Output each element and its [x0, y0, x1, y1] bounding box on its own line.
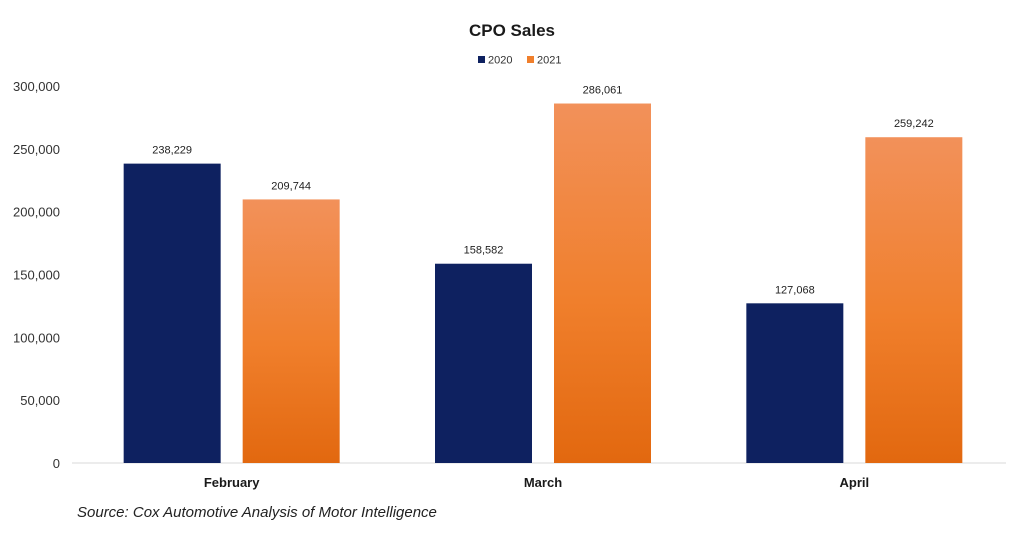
y-axis: 0 50,000 100,000 150,000 200,000 250,000 300,0…: [13, 79, 60, 471]
bar-february-2021: [242, 199, 340, 464]
data-label-february-2020: 238,229: [152, 145, 192, 157]
data-label-april-2021: 259,242: [894, 118, 934, 130]
y-tick-label: 100,000: [13, 330, 60, 345]
bar-march-2021: [554, 103, 651, 464]
bars: 238,229 209,744 158,582 286,061 127,068 259,2…: [123, 85, 963, 464]
data-label-april-2020: 127,068: [775, 284, 815, 296]
data-label-march-2020: 158,582: [464, 245, 504, 257]
data-label-february-2021: 209,744: [271, 180, 311, 192]
bar-april-2021: [865, 137, 963, 463]
bar-february-2020: [123, 163, 221, 463]
legend: 2020 2021: [478, 55, 561, 67]
x-axis: February March April: [204, 475, 869, 490]
x-tick-label-february: February: [204, 475, 260, 490]
y-tick-label: 150,000: [13, 268, 60, 283]
legend-label-2020: 2020: [488, 55, 512, 67]
y-tick-label: 50,000: [20, 393, 60, 408]
y-tick-label: 300,000: [13, 79, 60, 94]
legend-swatch-2020: [478, 56, 485, 63]
bar-march-2020: [435, 263, 532, 463]
y-tick-label: 200,000: [13, 205, 60, 220]
y-tick-label: 250,000: [13, 142, 60, 157]
x-tick-label-april: April: [840, 475, 870, 490]
data-label-march-2021: 286,061: [583, 85, 623, 97]
x-tick-label-march: March: [524, 475, 562, 490]
legend-label-2021: 2021: [537, 55, 561, 67]
chart-title: CPO Sales: [469, 21, 555, 40]
legend-swatch-2021: [527, 56, 534, 63]
bar-april-2020: [746, 303, 844, 463]
source-note: Source: Cox Automotive Analysis of Motor…: [77, 504, 437, 521]
y-tick-label: 0: [53, 456, 60, 471]
